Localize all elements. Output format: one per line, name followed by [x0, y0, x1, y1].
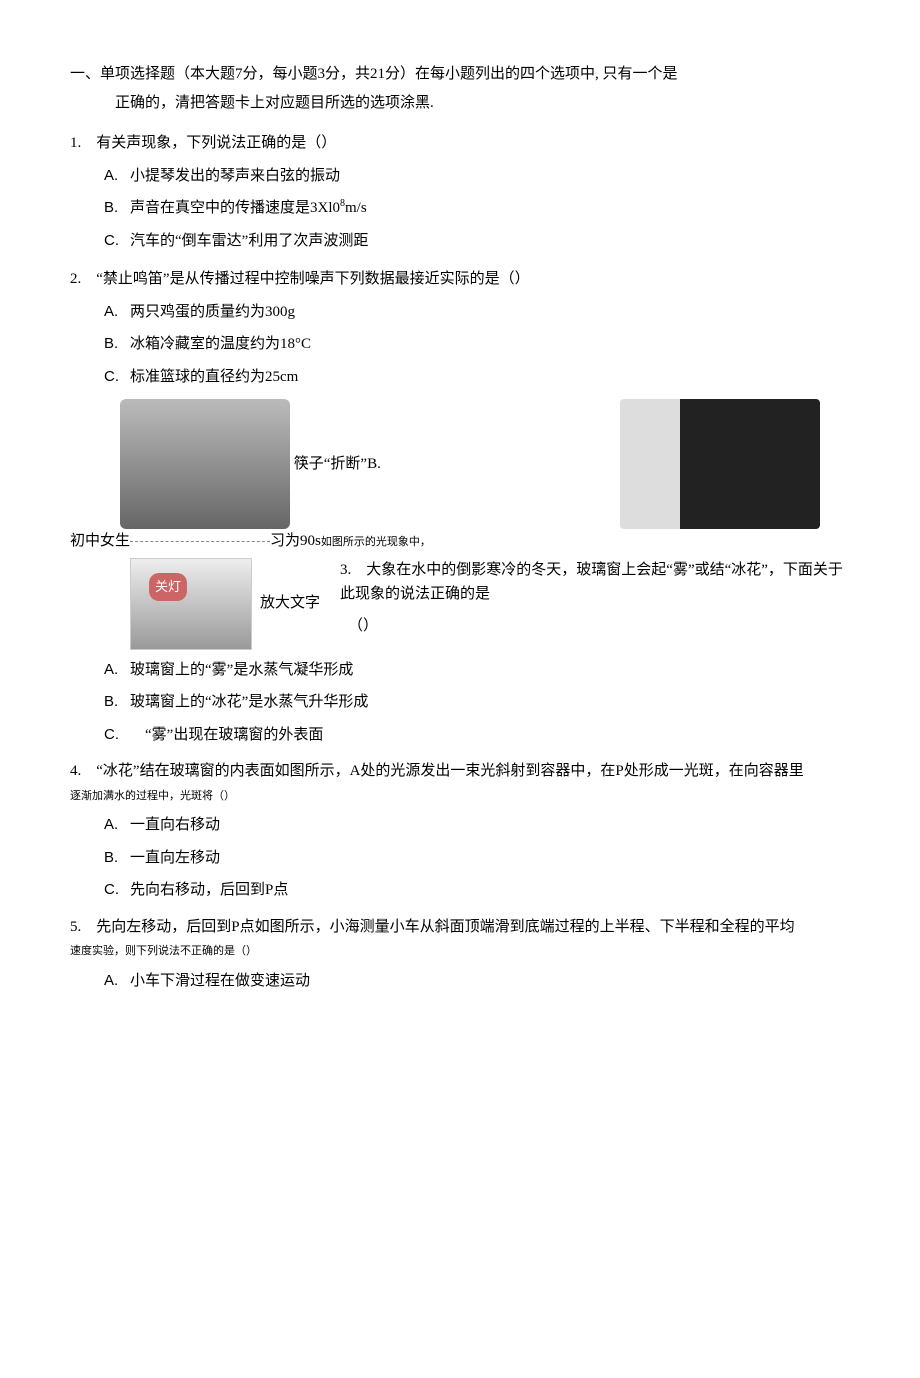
section-line2: 正确的，清把答题卡上对应题目所选的选项涂黑. [70, 89, 850, 118]
q3-option-b: B.玻璃窗上的“冰花”是水蒸气升华形成 [104, 688, 850, 717]
q4-stem1: 4. “冰花”结在玻璃窗的内表面如图所示，A处的光源发出一束光斜射到容器中，在P… [70, 757, 850, 786]
q3-label: 3. [340, 562, 366, 578]
q5-options: A.小车下滑过程在做变速运动 [70, 967, 850, 996]
q2-options: A.两只鸡蛋的质量约为300g B.冰箱冷藏室的温度约为18°C C.标准篮球的… [70, 298, 850, 392]
q4-a-text: 一直向右移动 [130, 817, 220, 833]
q1-option-b: B.声音在真空中的传播速度是3Xl08m/s [104, 194, 850, 223]
q5-option-a: A.小车下滑过程在做变速运动 [104, 967, 850, 996]
q3-option-c: C. “雾”出现在玻璃窗的外表面 [104, 721, 850, 750]
question-2: 2. “禁止鸣笛”是从传播过程中控制噪声下列数据最接近实际的是（） A.两只鸡蛋… [70, 265, 850, 391]
switch-block: 关灯 [70, 558, 252, 650]
q3-stem: 大象在水中的倒影寒冷的冬天，玻璃窗上会起“雾”或结“冰花”，下面关于此现象的说法… [340, 562, 843, 602]
mid-mid: 习为90s [270, 533, 321, 549]
switch-label-text: 关灯 [149, 573, 187, 602]
q1-b-pre: 声音在真空中的传播速度是3Xl0 [130, 200, 340, 216]
q2-b-text: 冰箱冷藏室的温度约为18°C [130, 336, 311, 352]
q1-a-text: 小提琴发出的琴声来白弦的振动 [130, 168, 340, 184]
q3-b-text: 玻璃窗上的“冰花”是水蒸气升华形成 [130, 694, 368, 710]
section-header: 一、单项选择题（本大题7分，每小题3分，共21分）在每小题列出的四个选项中, 只… [70, 60, 850, 117]
q3-options: A.玻璃窗上的“雾”是水蒸气凝华形成 B.玻璃窗上的“冰花”是水蒸气升华形成 C… [70, 656, 850, 750]
mid-pre: 初中女生 [70, 533, 130, 549]
hand-shadow-image [620, 399, 820, 529]
switch-image: 关灯 [130, 558, 252, 650]
figure-row-2: 关灯 放大文字 3. 大象在水中的倒影寒冷的冬天，玻璃窗上会起“雾”或结“冰花”… [70, 558, 850, 650]
q5-stem1: 5. 先向左移动，后回到P点如图所示，小海测量小车从斜面顶端滑到底端过程的上半程… [70, 913, 850, 942]
q4-option-c: C.先向右移动，后回到P点 [104, 876, 850, 905]
q2-c-text: 标准篮球的直径约为25cm [130, 369, 298, 385]
q2-option-b: B.冰箱冷藏室的温度约为18°C [104, 330, 850, 359]
q4-c-text: 先向右移动，后回到P点 [130, 882, 288, 898]
question-1: 1. 有关声现象，下列说法正确的是（） A.小提琴发出的琴声来白弦的振动 B.声… [70, 129, 850, 255]
q1-option-a: A.小提琴发出的琴声来白弦的振动 [104, 162, 850, 191]
q3-stem-wrap: 3. 大象在水中的倒影寒冷的冬天，玻璃窗上会起“雾”或结“冰花”，下面关于此现象… [340, 558, 850, 606]
q4-options: A.一直向右移动 B.一直向左移动 C.先向右移动，后回到P点 [70, 811, 850, 905]
q1-stem: 1. 有关声现象，下列说法正确的是（） [70, 129, 850, 158]
q2-stem: 2. “禁止鸣笛”是从传播过程中控制噪声下列数据最接近实际的是（） [70, 265, 850, 294]
q1-c-text: 汽车的“倒车雷达”利用了次声波测距 [130, 233, 368, 249]
figure-row-1: 筷子“折断”B. [70, 399, 850, 529]
q4-option-a: A.一直向右移动 [104, 811, 850, 840]
q1-options: A.小提琴发出的琴声来白弦的振动 B.声音在真空中的传播速度是3Xl08m/s … [70, 162, 850, 256]
chopsticks-cup-image [120, 399, 290, 529]
chopsticks-caption: 筷子“折断”B. [294, 450, 381, 479]
q1-b-post: m/s [345, 200, 367, 216]
enlarge-caption: 放大文字 [252, 589, 320, 618]
q2-a-text: 两只鸡蛋的质量约为300g [130, 304, 295, 320]
q5-stem2: 速度实验，则下列说法不正确的是（） [70, 943, 850, 961]
section-line1: 一、单项选择题（本大题7分，每小题3分，共21分）在每小题列出的四个选项中, 只… [70, 60, 850, 89]
q4-option-b: B.一直向左移动 [104, 844, 850, 873]
mid-small: 如图所示的光现象中， [321, 536, 431, 548]
q5-a-text: 小车下滑过程在做变速运动 [130, 973, 310, 989]
q3-option-a: A.玻璃窗上的“雾”是水蒸气凝华形成 [104, 656, 850, 685]
q1-option-c: C.汽车的“倒车雷达”利用了次声波测距 [104, 227, 850, 256]
q3-a-text: 玻璃窗上的“雾”是水蒸气凝华形成 [130, 662, 353, 678]
mid-text-line: 初中女生 习为90s如图所示的光现象中， [70, 527, 850, 556]
q4-b-text: 一直向左移动 [130, 850, 220, 866]
q3-c-text: “雾”出现在玻璃窗的外表面 [130, 727, 323, 743]
q3-paren: （） [340, 612, 850, 641]
q2-option-a: A.两只鸡蛋的质量约为300g [104, 298, 850, 327]
q4-stem2: 逐渐加满水的过程中，光斑将（） [70, 788, 850, 806]
q2-option-c: C.标准篮球的直径约为25cm [104, 363, 850, 392]
